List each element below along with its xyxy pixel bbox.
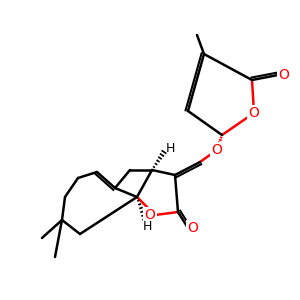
Text: O: O (212, 143, 222, 157)
Text: O: O (145, 208, 155, 222)
Text: H: H (165, 142, 175, 154)
Text: H: H (142, 220, 152, 233)
Text: O: O (249, 106, 260, 120)
Text: O: O (188, 221, 198, 235)
Text: O: O (279, 68, 289, 82)
